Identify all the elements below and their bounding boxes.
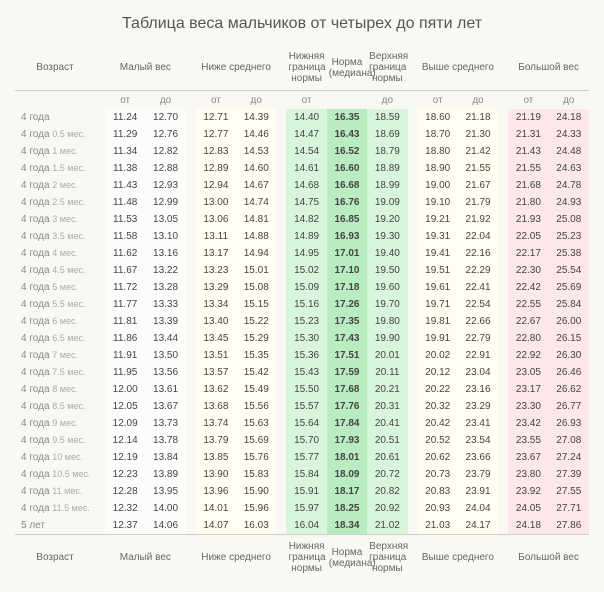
table-row: 5 лет 12.3714.0614.0716.0316.0418.3421.0… bbox=[15, 517, 589, 535]
table-row: 4 года 4.5 мес.11.6713.2213.2315.0115.02… bbox=[15, 262, 589, 279]
age-cell: 4 года 1 мес. bbox=[15, 143, 95, 160]
age-cell: 4 года 3.5 мес. bbox=[15, 228, 95, 245]
age-cell: 4 года 6 мес. bbox=[15, 313, 95, 330]
table-row: 4 года 10.5 мес.12.2313.8913.9015.8315.8… bbox=[15, 466, 589, 483]
h-age: Возраст bbox=[15, 48, 95, 91]
table-row: 4 года 7.5 мес.11.9513.5613.5715.4215.43… bbox=[15, 364, 589, 381]
table-row: 4 года 11.2412.7012.7114.3914.4016.3518.… bbox=[15, 109, 589, 126]
table-row: 4 года 11 мес.12.2813.9513.9615.9015.911… bbox=[15, 483, 589, 500]
table-row: 4 года 5.5 мес.11.7713.3313.3415.1515.16… bbox=[15, 296, 589, 313]
age-cell: 4 года 5.5 мес. bbox=[15, 296, 95, 313]
table-row: 4 года 1 мес.11.3412.8212.8314.5314.5416… bbox=[15, 143, 589, 160]
h-ln: Нижняя граница нормы bbox=[286, 48, 326, 91]
table-row: 4 года 11.5 мес.12.3214.0014.0115.9615.9… bbox=[15, 500, 589, 517]
h-md: Норма (медиана) bbox=[327, 48, 367, 91]
h-low: Малый вес bbox=[105, 48, 186, 91]
age-cell: 4 года 9.5 мес. bbox=[15, 432, 95, 449]
table-row: 4 года 8.5 мес.12.0513.6713.6815.5615.57… bbox=[15, 398, 589, 415]
table-row: 4 года 3.5 мес.11.5813.1013.1114.8814.89… bbox=[15, 228, 589, 245]
table-row: 4 года 4 мес.11.6213.1613.1714.9414.9517… bbox=[15, 245, 589, 262]
h-hn: Верхняя граница нормы bbox=[367, 48, 407, 91]
table-row: 4 года 1.5 мес.11.3812.8812.8914.6014.61… bbox=[15, 160, 589, 177]
age-cell: 4 года 2 мес. bbox=[15, 177, 95, 194]
table-row: 4 года 6.5 мес.11.8613.4413.4515.2915.30… bbox=[15, 330, 589, 347]
page-title: Таблица веса мальчиков от четырех до пят… bbox=[15, 15, 589, 33]
age-cell: 4 года 3 мес. bbox=[15, 211, 95, 228]
table-row: 4 года 2 мес.11.4312.9312.9414.6714.6816… bbox=[15, 177, 589, 194]
age-cell: 4 года 0.5 мес. bbox=[15, 126, 95, 143]
table-row: 4 года 9 мес.12.0913.7313.7415.6315.6417… bbox=[15, 415, 589, 432]
table-row: 4 года 0.5 мес.11.2912.7612.7714.4614.47… bbox=[15, 126, 589, 143]
age-cell: 4 года 9 мес. bbox=[15, 415, 95, 432]
age-cell: 4 года 11 мес. bbox=[15, 483, 95, 500]
age-cell: 4 года 5 мес. bbox=[15, 279, 95, 296]
age-cell: 4 года 10.5 мес. bbox=[15, 466, 95, 483]
table-row: 4 года 6 мес.11.8113.3913.4015.2215.2317… bbox=[15, 313, 589, 330]
age-cell: 4 года 6.5 мес. bbox=[15, 330, 95, 347]
table-row: 4 года 3 мес.11.5313.0513.0614.8114.8216… bbox=[15, 211, 589, 228]
age-cell: 5 лет bbox=[15, 517, 95, 535]
table-row: 4 года 2.5 мес.11.4812.9913.0014.7414.75… bbox=[15, 194, 589, 211]
weight-table: Возраст Малый вес Ниже среднего Нижняя г… bbox=[15, 48, 589, 577]
h-high: Большой вес bbox=[508, 48, 589, 91]
age-cell: 4 года 10 мес. bbox=[15, 449, 95, 466]
age-cell: 4 года 1.5 мес. bbox=[15, 160, 95, 177]
table-row: 4 года 7 мес.11.9113.5013.5115.3515.3617… bbox=[15, 347, 589, 364]
table-row: 4 года 9.5 мес.12.1413.7813.7915.6915.70… bbox=[15, 432, 589, 449]
h-below: Ниже среднего bbox=[196, 48, 277, 91]
age-cell: 4 года 4.5 мес. bbox=[15, 262, 95, 279]
table-row: 4 года 10 мес.12.1913.8413.8515.7615.771… bbox=[15, 449, 589, 466]
age-cell: 4 года 7 мес. bbox=[15, 347, 95, 364]
age-cell: 4 года 8.5 мес. bbox=[15, 398, 95, 415]
table-row: 4 года 5 мес.11.7213.2813.2915.0815.0917… bbox=[15, 279, 589, 296]
age-cell: 4 года 8 мес. bbox=[15, 381, 95, 398]
age-cell: 4 года 4 мес. bbox=[15, 245, 95, 262]
age-cell: 4 года 11.5 мес. bbox=[15, 500, 95, 517]
age-cell: 4 года bbox=[15, 109, 95, 126]
age-cell: 4 года 7.5 мес. bbox=[15, 364, 95, 381]
table-row: 4 года 8 мес.12.0013.6113.6215.4915.5017… bbox=[15, 381, 589, 398]
h-above: Выше среднего bbox=[418, 48, 499, 91]
age-cell: 4 года 2.5 мес. bbox=[15, 194, 95, 211]
